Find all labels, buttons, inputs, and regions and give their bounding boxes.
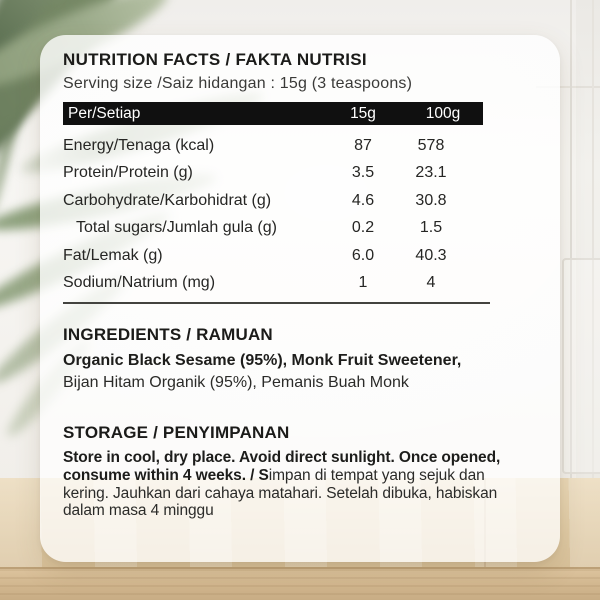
value-100g: 1.5	[419, 219, 443, 237]
nutrition-facts-title: NUTRITION FACTS / FAKTA NUTRISI	[63, 50, 367, 69]
table-header-bar: Per/Setiap 15g 100g	[63, 102, 483, 125]
ingredients-text: Organic Black Sesame (95%), Monk Fruit S…	[63, 350, 461, 395]
wall-panel-line	[570, 0, 572, 478]
table-row-energy: Energy/Tenaga (kcal) 87 578	[63, 132, 483, 160]
storage-line-regular: kering. Jauhkan dari cahaya matahari. Se…	[63, 484, 498, 502]
ingredients-english: Organic Black Sesame (95%), Monk Fruit S…	[63, 352, 462, 369]
value-15g: 0.2	[351, 219, 375, 237]
storage-line-bold: consume within 4 weeks. / S	[63, 466, 269, 484]
value-100g: 40.3	[415, 246, 447, 264]
table-row-protein: Protein/Protein (g) 3.5 23.1	[63, 160, 483, 188]
column-header-15g: 15g	[350, 104, 376, 122]
column-header-100g: 100g	[425, 104, 461, 122]
section-divider	[63, 302, 490, 304]
nutrition-table: Energy/Tenaga (kcal) 87 578 Protein/Prot…	[63, 132, 483, 297]
storage-text: Store in cool, dry place. Avoid direct s…	[63, 449, 500, 520]
table-row-carbohydrate: Carbohydrate/Karbohidrat (g) 4.6 30.8	[63, 187, 483, 215]
wood-table-edge-line	[0, 567, 600, 569]
storage-line-regular: impan di tempat yang sejuk dan	[268, 466, 485, 484]
value-15g: 3.5	[351, 164, 375, 182]
serving-size-text: Serving size /Saiz hidangan : 15g (3 tea…	[63, 75, 413, 92]
row-label: Energy/Tenaga (kcal)	[63, 136, 215, 154]
ingredients-heading: INGREDIENTS / RAMUAN	[63, 325, 273, 344]
wall-panel-frame	[562, 258, 600, 474]
storage-line-bold: Store in cool, dry place. Avoid direct s…	[63, 449, 501, 466]
value-15g: 87	[354, 136, 372, 154]
ingredients-malay: Bijan Hitam Organik (95%), Pemanis Buah …	[63, 374, 409, 392]
value-100g: 30.8	[415, 191, 447, 209]
storage-line-regular: dalam masa 4 minggu	[63, 502, 214, 520]
value-100g: 4	[426, 274, 436, 292]
value-15g: 4.6	[351, 191, 375, 209]
table-row-fat: Fat/Lemak (g) 6.0 40.3	[63, 242, 483, 270]
wood-table-front-edge	[0, 569, 600, 600]
row-label: Fat/Lemak (g)	[63, 246, 163, 264]
value-100g: 23.1	[415, 164, 447, 182]
row-label: Sodium/Natrium (mg)	[63, 274, 216, 292]
value-15g: 1	[358, 274, 368, 292]
value-15g: 6.0	[351, 246, 375, 264]
table-row-sodium: Sodium/Natrium (mg) 1 4	[63, 270, 483, 298]
wall-molding-line	[536, 86, 600, 88]
storage-heading: STORAGE / PENYIMPANAN	[63, 423, 290, 442]
value-100g: 578	[417, 136, 445, 154]
row-label: Protein/Protein (g)	[63, 164, 193, 182]
row-label: Carbohydrate/Karbohidrat (g)	[63, 191, 272, 209]
table-row-total-sugars: Total sugars/Jumlah gula (g) 0.2 1.5	[63, 215, 483, 243]
wall-panel-line	[592, 0, 594, 478]
row-label: Total sugars/Jumlah gula (g)	[76, 219, 277, 237]
nutrition-label-card: NUTRITION FACTS / FAKTA NUTRISI Serving …	[40, 35, 560, 562]
column-header-per: Per/Setiap	[68, 104, 141, 122]
